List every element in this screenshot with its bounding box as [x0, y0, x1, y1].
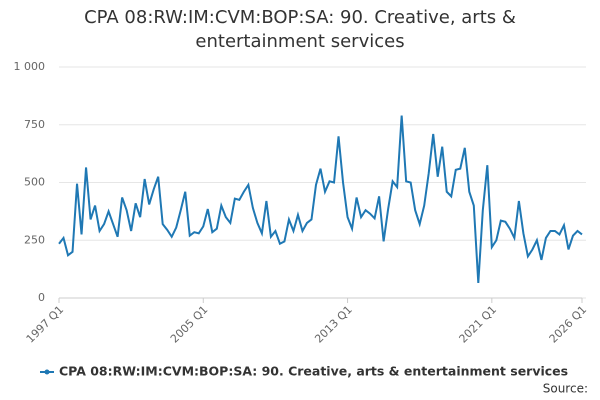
y-tick-label: 750 — [24, 118, 45, 131]
x-tick-label: 2013 Q1 — [312, 303, 355, 346]
data-line — [58, 115, 583, 284]
x-tick-label: 2026 Q1 — [547, 303, 590, 346]
y-tick-label: 250 — [24, 233, 45, 246]
x-tick-label: 1997 Q1 — [24, 303, 67, 346]
x-tick-label: 2021 Q1 — [457, 303, 500, 346]
chart-title: CPA 08:RW:IM:CVM:BOP:SA: 90. Creative, a… — [84, 7, 516, 52]
legend-marker — [44, 369, 50, 375]
y-tick-label: 1 000 — [14, 60, 46, 73]
source: Source: — [543, 382, 588, 396]
x-tick-label: 2005 Q1 — [168, 303, 211, 346]
y-tick-label: 500 — [24, 176, 45, 189]
y-tick-label: 0 — [38, 291, 45, 304]
legend-label: CPA 08:RW:IM:CVM:BOP:SA: 90. Creative, a… — [59, 364, 568, 379]
